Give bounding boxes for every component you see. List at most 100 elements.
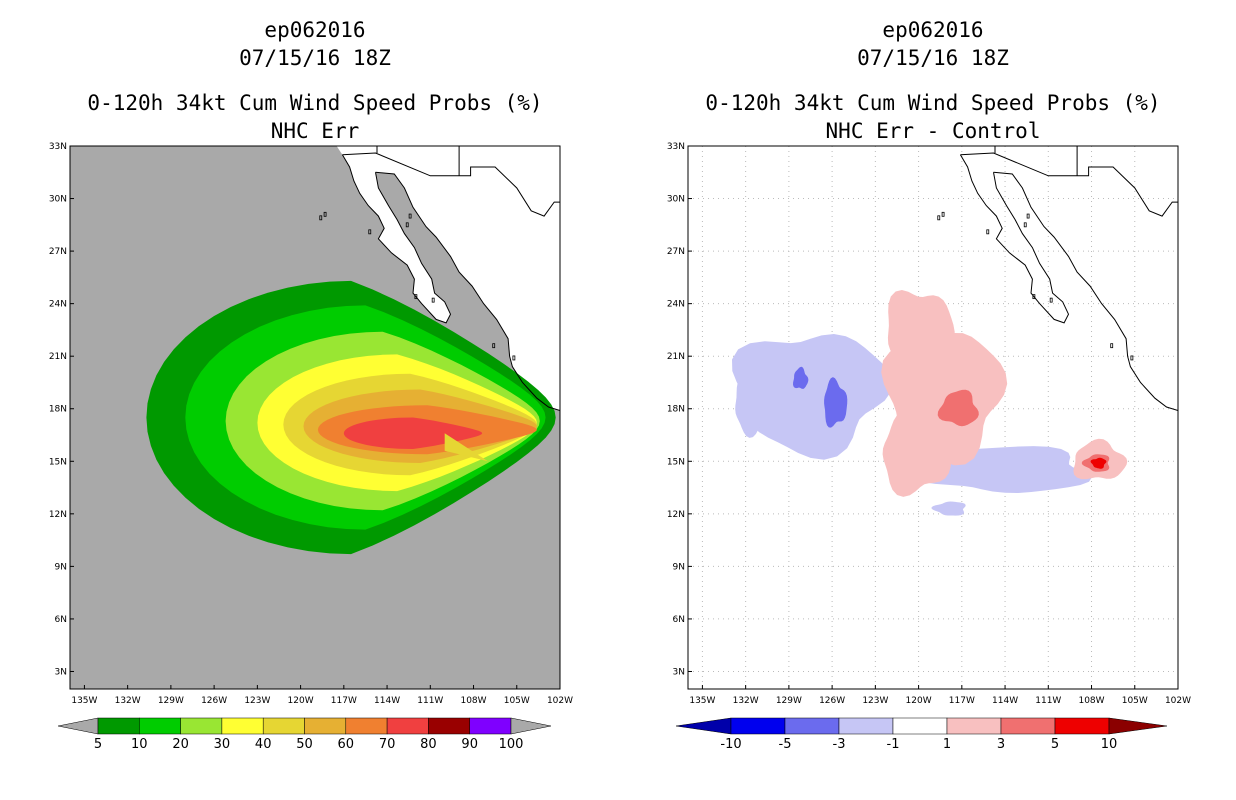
- diff-region-5: [937, 389, 979, 427]
- island: [408, 213, 412, 219]
- left-storm-id: ep062016: [264, 18, 366, 42]
- lon-label: 120W: [288, 696, 314, 706]
- island: [492, 343, 496, 349]
- left-title: 0-120h 34kt Cum Wind Speed Probs (%): [87, 91, 543, 115]
- colorbar-label: 30: [214, 737, 231, 752]
- right-map-content: [688, 146, 1178, 689]
- lon-label: 114W: [374, 696, 400, 706]
- colorbar-bin: [428, 717, 470, 735]
- colorbar-bin: [469, 717, 512, 735]
- lon-label: 108W: [460, 696, 486, 706]
- coastline: [960, 152, 1178, 217]
- left-map-frame: [69, 145, 561, 690]
- lat-label: 21N: [49, 352, 67, 362]
- lat-label: 18N: [49, 405, 67, 415]
- colorbar-label: 10: [131, 737, 148, 752]
- lat-label: 33N: [49, 142, 67, 152]
- coastline: [375, 171, 560, 411]
- colorbar-label: 3: [997, 737, 1005, 752]
- colorbar-over-triangle: [510, 717, 552, 735]
- lon-label: 108W: [1078, 696, 1104, 706]
- lat-label: 30N: [667, 195, 685, 205]
- colorbar-over-triangle: [1108, 717, 1168, 735]
- island: [512, 355, 516, 361]
- colorbar-label: -10: [720, 737, 741, 752]
- island: [1049, 297, 1053, 303]
- colorbar-bin: [97, 717, 140, 735]
- lon-label: 135W: [689, 696, 715, 706]
- lon-label: 123W: [244, 696, 270, 706]
- colorbar-label: 70: [379, 737, 396, 752]
- island: [431, 297, 435, 303]
- lat-label: 9N: [673, 562, 685, 572]
- island: [1032, 294, 1036, 300]
- lat-label: 24N: [667, 300, 685, 310]
- diff-region--3: [931, 501, 966, 516]
- lon-label: 126W: [819, 696, 845, 706]
- lon-label: 102W: [1165, 696, 1191, 706]
- lat-label: 12N: [667, 510, 685, 520]
- colorbar-label: 60: [338, 737, 355, 752]
- diff-region-3: [887, 290, 955, 381]
- colorbar-bin: [730, 717, 786, 735]
- lon-label: 105W: [1122, 696, 1148, 706]
- left-datetime: 07/15/16 18Z: [239, 46, 391, 70]
- lon-label: 117W: [331, 696, 357, 706]
- diff-region--5: [824, 377, 848, 428]
- lon-label: 114W: [992, 696, 1018, 706]
- colorbar-bin: [345, 717, 388, 735]
- island: [414, 294, 418, 300]
- lat-label: 27N: [667, 247, 685, 257]
- right-map-frame: [687, 145, 1179, 690]
- prob-contour-tip: [444, 433, 488, 462]
- lon-label: 105W: [504, 696, 530, 706]
- colorbar-bin: [386, 717, 429, 735]
- right-map: 33N 30N 27N 24N 21N 18N 15N 12N 9N 6N 3N 135W 132W 12…: [667, 142, 1191, 752]
- colorbar-bin: [1000, 717, 1056, 735]
- colorbar-label: 20: [172, 737, 189, 752]
- island: [937, 215, 941, 221]
- island: [323, 211, 327, 217]
- colorbar-bin: [221, 717, 264, 735]
- lon-label: 132W: [733, 696, 759, 706]
- lat-label: 3N: [673, 667, 685, 677]
- island: [941, 211, 945, 217]
- island: [405, 222, 409, 228]
- diff-region--3: [735, 376, 773, 438]
- colorbar-bin: [1054, 717, 1110, 735]
- lat-label: 9N: [55, 562, 67, 572]
- lat-label: 15N: [667, 457, 685, 467]
- coastline: [342, 152, 560, 217]
- colorbar-label: 90: [461, 737, 478, 752]
- lon-label: 102W: [547, 696, 573, 706]
- colorbar-under-triangle: [675, 717, 732, 735]
- diff-region--3: [732, 334, 893, 460]
- colorbar-bin: [784, 717, 840, 735]
- lat-label: 33N: [667, 142, 685, 152]
- lat-label: 6N: [55, 615, 67, 625]
- right-title: 0-120h 34kt Cum Wind Speed Probs (%): [705, 91, 1161, 115]
- lon-label: 132W: [115, 696, 141, 706]
- lat-label: 30N: [49, 195, 67, 205]
- right-storm-id: ep062016: [882, 18, 984, 42]
- colorbar-label: 80: [420, 737, 437, 752]
- lon-label: 129W: [158, 696, 184, 706]
- island: [986, 229, 990, 235]
- colorbar-label: 5: [94, 737, 102, 752]
- lon-label: 123W: [862, 696, 888, 706]
- colorbar-bin: [892, 717, 948, 735]
- colorbar-label: 100: [499, 737, 524, 752]
- lon-label: 111W: [1035, 696, 1061, 706]
- coastline: [993, 171, 1178, 411]
- coastline: [959, 154, 1070, 324]
- colorbar-bin: [262, 717, 305, 735]
- diff-region-3: [882, 410, 952, 497]
- colorbar-label: 40: [255, 737, 272, 752]
- colorbar-label: -3: [833, 737, 846, 752]
- colorbar-label: 1: [943, 737, 951, 752]
- colorbar-label: 50: [296, 737, 313, 752]
- colorbar-bin: [838, 717, 894, 735]
- lon-label: 129W: [776, 696, 802, 706]
- colorbar-under-triangle: [57, 717, 99, 735]
